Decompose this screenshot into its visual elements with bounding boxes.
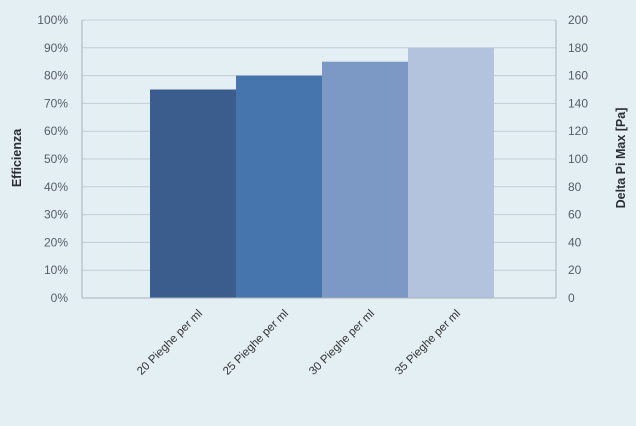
- y2-tick-label: 60: [568, 208, 582, 222]
- axes: [81, 20, 557, 299]
- y2-tick-labels: 0 20 40 60 80 100 120 140 160 180 200: [568, 13, 588, 305]
- y-tick-label: 10%: [44, 263, 68, 277]
- y2-tick-label: 120: [568, 124, 588, 138]
- y-tick-label: 20%: [44, 235, 68, 249]
- y-tick-label: 80%: [44, 69, 68, 83]
- y2-axis-title: Delta Pi Max [Pa]: [614, 108, 628, 209]
- category-labels: 20 Pieghe per ml 25 Pieghe per ml 30 Piegh…: [135, 308, 463, 378]
- y2-tick-label: 160: [568, 69, 588, 83]
- y2-tick-label: 140: [568, 96, 588, 110]
- y-tick-label: 90%: [44, 41, 68, 55]
- y2-tick-label: 40: [568, 235, 582, 249]
- y2-tick-label: 100: [568, 152, 588, 166]
- y2-tick-label: 0: [568, 291, 575, 305]
- y-tick-label: 40%: [44, 180, 68, 194]
- y-tick-label: 50%: [44, 152, 68, 166]
- bar: [408, 47, 494, 298]
- bars: [150, 47, 494, 299]
- category-label: 25 Pieghe per ml: [221, 308, 291, 378]
- y-tick-label: 70%: [44, 96, 68, 110]
- y2-tick-label: 80: [568, 180, 582, 194]
- bar: [150, 89, 236, 298]
- y-tick-label: 60%: [44, 124, 68, 138]
- y2-tick-label: 200: [568, 13, 588, 27]
- y2-tick-label: 180: [568, 41, 588, 55]
- y-tick-label: 0%: [51, 291, 69, 305]
- category-label: 35 Pieghe per ml: [393, 308, 463, 378]
- y-axis-title: Efficienza: [10, 128, 24, 187]
- category-label: 30 Pieghe per ml: [307, 308, 377, 378]
- y-tick-labels: 0% 10% 20% 30% 40% 50% 60% 70% 80% 90% 100%: [37, 13, 68, 305]
- y2-tick-label: 20: [568, 263, 582, 277]
- category-label: 20 Pieghe per ml: [135, 308, 205, 378]
- bar: [322, 61, 408, 299]
- y-tick-label: 30%: [44, 208, 68, 222]
- bar: [236, 75, 322, 298]
- y-tick-label: 100%: [37, 13, 68, 27]
